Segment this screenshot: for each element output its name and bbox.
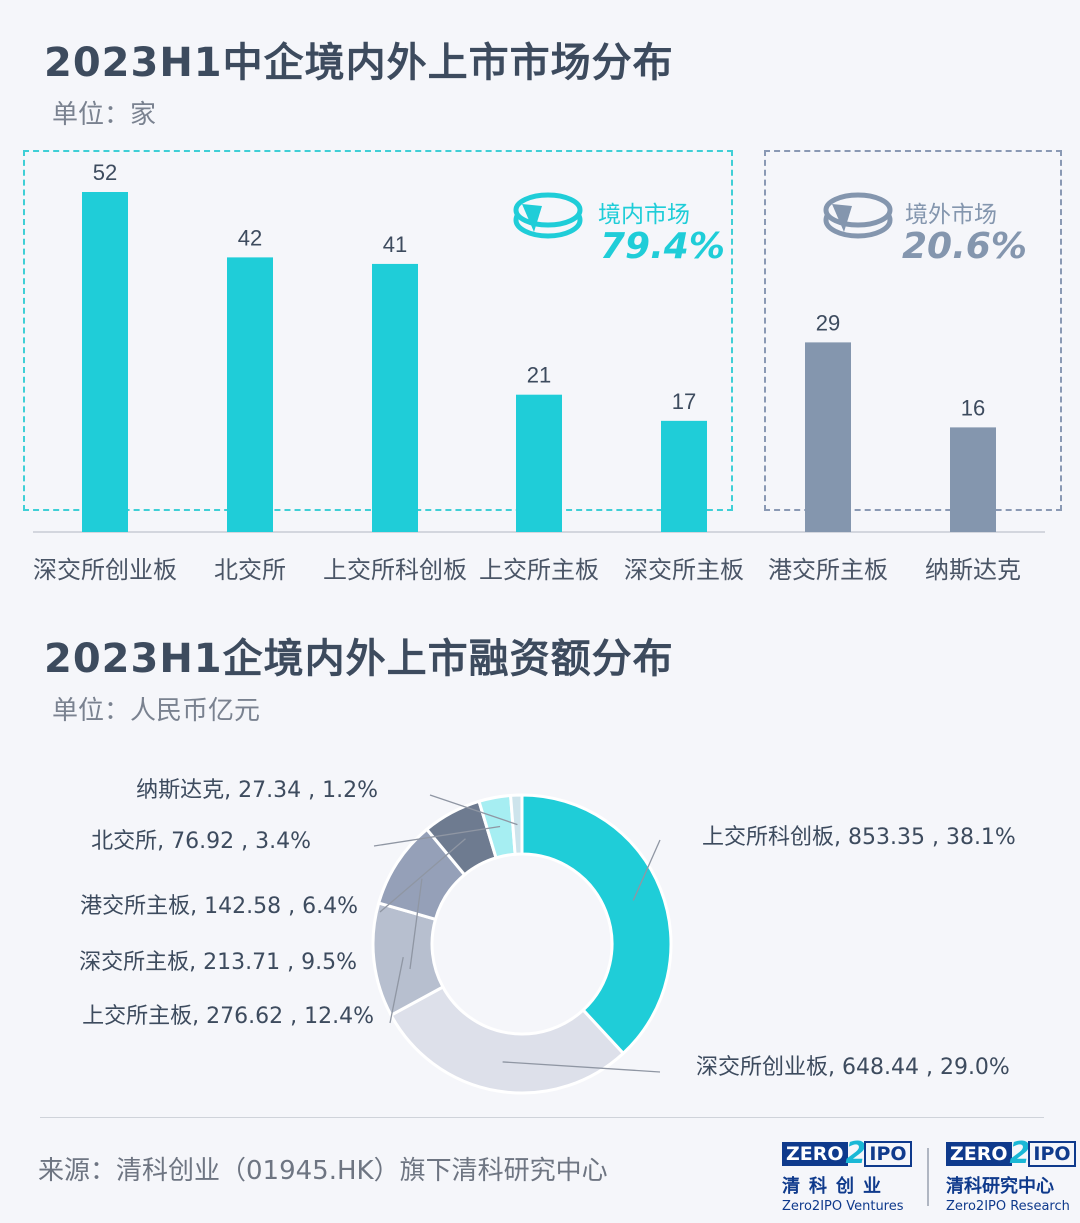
slice-label: 深交所创业板, 648.44 , 29.0% [696,1055,1010,1080]
domestic-market-pct: 79.4% [600,226,725,267]
leader-line [409,878,423,970]
x-tick-label: 纳斯达克 [925,556,1021,584]
domestic-market-label: 境内市场 [598,202,690,228]
overseas-market-label: 境外市场 [905,202,997,228]
bar-3 [372,263,418,532]
slice-label: 上交所科创板, 853.35 , 38.1% [702,825,1016,850]
logo2-ipo: IPO [1028,1141,1076,1167]
source-text: 来源：清科创业（01945.HK）旗下清科研究中心 [38,1156,608,1186]
bar-2 [227,257,273,532]
logo1-cn: 清科创业 [782,1176,890,1197]
x-tick-label: 港交所主板 [768,556,888,584]
leader-line [632,839,661,901]
logo1-zero: ZERO [782,1142,848,1166]
x-tick-label: 上交所科创板 [323,556,467,584]
leader-line [502,1061,661,1073]
logo-separator [927,1148,929,1206]
logo2-two: 2 [1009,1136,1031,1171]
slice-label: 上交所主板, 276.62 , 12.4% [82,1004,374,1029]
logo2-en: Zero2IPO Research [946,1199,1070,1214]
domestic-pie-icon [513,192,583,239]
x-tick-label: 深交所主板 [624,556,744,584]
chart1-title: 2023H1中企境内外上市市场分布 [44,40,674,86]
bar-value-label: 52 [93,160,117,185]
leader-line [389,956,404,1024]
bar-1 [82,192,128,532]
bar-value-label: 42 [238,225,262,250]
bar-value-label: 41 [383,232,407,257]
chart2-title: 2023H1企境内外上市融资额分布 [44,636,674,682]
zero2ipo-research-logo: ZERO 2 IPO 清科研究中心 Zero2IPO Research [946,1136,1076,1214]
bar-value-label: 21 [527,363,551,388]
x-tick-label: 上交所主板 [479,556,599,584]
slice-label: 港交所主板, 142.58 , 6.4% [80,894,358,919]
chart1-unit: 单位：家 [52,100,157,130]
logo1-two: 2 [845,1136,867,1171]
slice-label: 深交所主板, 213.71 , 9.5% [79,950,357,975]
donut-slice-1 [520,793,673,1056]
logo2-zero: ZERO [946,1142,1012,1166]
overseas-market-pct: 20.6% [902,226,1027,267]
leader-line [429,794,518,826]
slice-label: 纳斯达克, 27.34 , 1.2% [136,778,378,803]
bar-value-label: 29 [816,310,840,335]
logo2-cn: 清科研究中心 [946,1176,1054,1197]
chart2-unit: 单位：人民币亿元 [52,696,261,726]
bar-4 [516,394,562,532]
bar-7 [950,427,996,532]
bar-6 [805,342,851,532]
logo1-en: Zero2IPO Ventures [782,1199,904,1214]
bar-chart: 52 深交所创业板 42 北交所 41 上交所科创板 21 上交所主板 17 深交所主板 29 港交所… [33,160,1045,584]
slice-label: 北交所, 76.92 , 3.4% [91,829,311,854]
zero2ipo-ventures-logo: ZERO 2 IPO 清科创业 Zero2IPO Ventures [782,1136,912,1214]
bar-value-label: 17 [672,389,696,414]
footer-divider [40,1117,1044,1118]
overseas-pie-icon [823,192,893,239]
donut-chart: 上交所科创板, 853.35 , 38.1% 深交所创业板, 648.44 , 2… [79,778,1016,1095]
overseas-group-box [764,150,1062,511]
leader-line [379,838,466,913]
leader-line [373,825,501,847]
x-tick-label: 北交所 [214,556,286,584]
logo1-ipo: IPO [864,1141,912,1167]
x-tick-label: 深交所创业板 [33,556,177,584]
bar-5 [661,420,707,532]
bar-value-label: 16 [961,395,985,420]
